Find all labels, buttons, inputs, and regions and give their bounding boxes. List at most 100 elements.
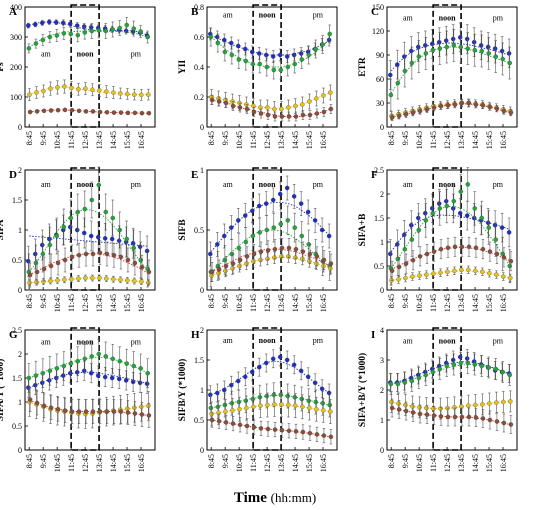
data-point — [424, 107, 430, 112]
data-point — [402, 68, 408, 74]
trend-line — [390, 206, 511, 269]
data-point — [111, 276, 116, 282]
series-blue — [208, 27, 332, 63]
data-point — [251, 251, 257, 257]
data-point — [47, 236, 52, 242]
data-point — [410, 257, 416, 263]
data-point — [258, 111, 264, 116]
data-point — [230, 261, 236, 266]
data-point — [286, 114, 292, 119]
data-point — [493, 54, 498, 59]
data-point — [396, 401, 401, 406]
data-point — [292, 225, 298, 230]
data-point — [215, 390, 220, 396]
series-brown — [389, 99, 514, 121]
trend-line — [210, 248, 331, 273]
x-tick-label: 13:45 — [277, 131, 286, 149]
y-tick-label: 2.5 — [12, 326, 22, 335]
data-point — [307, 99, 312, 104]
data-point — [508, 110, 514, 115]
data-point — [501, 399, 506, 405]
data-point — [493, 366, 498, 372]
data-point — [264, 64, 270, 70]
data-point — [27, 109, 33, 115]
data-point — [104, 276, 109, 281]
data-point — [132, 260, 138, 266]
data-point — [473, 268, 478, 274]
data-point — [286, 105, 291, 110]
x-tick-label: 10:45 — [53, 454, 62, 472]
data-point — [402, 232, 407, 238]
x-tick-label: 12:45 — [81, 294, 90, 312]
data-point — [26, 23, 31, 28]
data-point — [271, 392, 277, 398]
data-point — [388, 251, 393, 257]
data-point — [459, 414, 465, 420]
data-point — [293, 114, 299, 119]
x-tick-label: 11:45 — [249, 294, 258, 312]
data-point — [208, 251, 213, 257]
y-tick-label: 60 — [376, 75, 384, 84]
data-point — [437, 206, 443, 211]
y-tick-label: 1 — [380, 416, 384, 425]
data-point — [131, 245, 136, 251]
am-label: am — [41, 337, 52, 346]
data-point — [436, 201, 442, 206]
x-tick-label: 14:45 — [291, 131, 300, 149]
data-point — [417, 411, 423, 417]
data-point — [292, 394, 298, 400]
data-point — [132, 110, 138, 116]
trend-line — [211, 99, 331, 117]
data-point — [478, 43, 484, 48]
data-point — [74, 369, 80, 375]
data-point — [243, 398, 249, 404]
data-point — [90, 109, 96, 114]
data-point — [479, 363, 485, 369]
x-tick-label: 10:45 — [53, 294, 62, 312]
data-point — [132, 405, 137, 411]
panel-letter: G — [9, 329, 18, 341]
y-tick-label: 120 — [372, 27, 384, 36]
data-point — [40, 370, 46, 376]
series-brown — [209, 238, 334, 282]
data-point — [139, 412, 145, 417]
data-point — [125, 406, 130, 411]
y-tick-label: 100 — [10, 93, 22, 102]
data-point — [83, 109, 89, 114]
data-point — [40, 242, 45, 248]
data-point — [111, 110, 117, 115]
noon-label: noon — [77, 50, 94, 59]
x-tick-label: 9:45 — [401, 454, 410, 468]
x-tick-label: 9:45 — [39, 131, 48, 145]
data-point — [307, 405, 312, 411]
series-green — [26, 339, 150, 393]
x-axis-label-unit: (hh:mm) — [271, 490, 317, 505]
data-point — [102, 374, 108, 380]
data-point — [118, 277, 123, 283]
data-point — [256, 203, 262, 209]
data-point — [33, 382, 38, 388]
y-tick-label: 0 — [380, 286, 384, 295]
data-point — [328, 434, 334, 440]
y-tick-label: 0 — [380, 123, 384, 132]
data-point — [75, 32, 81, 38]
data-point — [465, 46, 471, 51]
data-point — [55, 85, 60, 90]
data-point — [118, 110, 124, 115]
data-point — [265, 112, 271, 118]
series-brown — [27, 387, 152, 428]
data-point — [466, 267, 471, 273]
data-point — [480, 269, 485, 275]
data-point — [486, 225, 491, 230]
x-tick-label: 8:45 — [25, 131, 34, 145]
x-tick-label: 8:45 — [25, 454, 34, 468]
data-point — [430, 47, 436, 53]
data-point — [82, 356, 88, 362]
data-point — [430, 369, 436, 375]
trend-line — [210, 201, 331, 252]
trend-line — [211, 360, 331, 396]
data-point — [123, 378, 129, 383]
data-point — [471, 215, 477, 221]
data-point — [409, 378, 415, 384]
data-point — [277, 52, 283, 58]
